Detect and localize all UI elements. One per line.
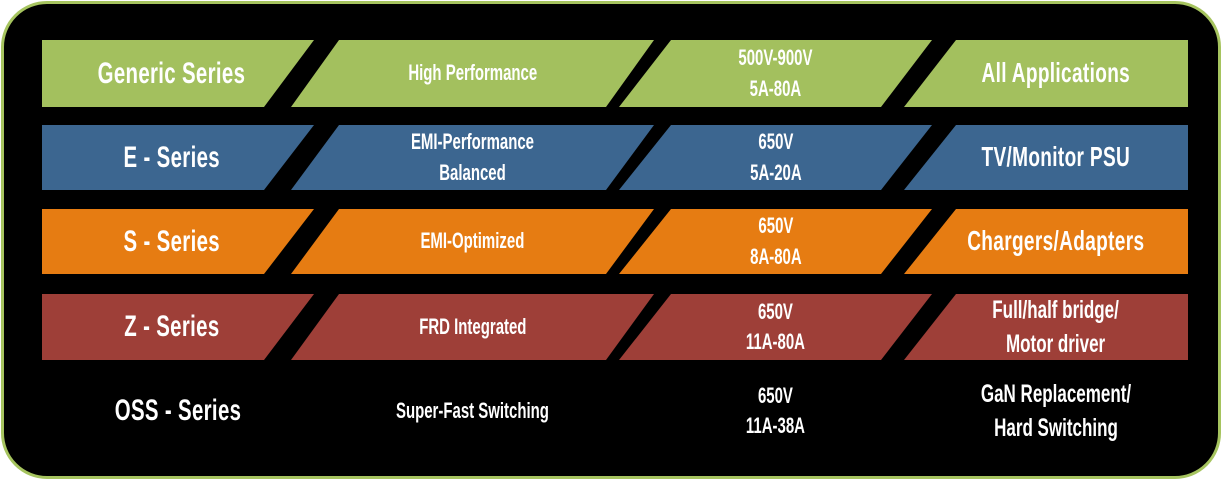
feature-line: High Performance xyxy=(408,60,537,86)
feature-line: Super-Fast Switching xyxy=(396,397,549,423)
applications-cell: GaN Replacement/ Hard Switching xyxy=(904,372,1188,450)
current-rating: 5A-80A xyxy=(749,75,802,101)
voltage-rating: 650V xyxy=(758,129,793,155)
feature-cell: Super-Fast Switching xyxy=(291,372,654,450)
applications-cell: TV/Monitor PSU xyxy=(904,125,1188,190)
series-name-label: OSS - Series xyxy=(114,394,242,428)
voltage-rating: 500V-900V xyxy=(738,45,813,71)
feature-cell: EMI-Optimized xyxy=(291,209,654,274)
current-rating: 11A-80A xyxy=(745,329,806,354)
ratings-cell: 650V 8A-80A xyxy=(619,209,932,274)
voltage-rating: 650V xyxy=(758,382,793,408)
feature-cell: EMI-Performance Balanced xyxy=(291,125,654,190)
current-rating: 11A-38A xyxy=(745,413,806,438)
feature-line: EMI-Optimized xyxy=(420,228,525,254)
application-line: Chargers/Adapters xyxy=(966,225,1145,257)
feature-line: Balanced xyxy=(439,159,506,185)
series-name-label: Generic Series xyxy=(98,56,246,90)
series-name-label: E - Series xyxy=(123,140,221,174)
current-rating: 8A-80A xyxy=(749,243,802,269)
series-name-cell: Z - Series xyxy=(42,294,314,360)
applications-cell: Full/half bridge/ Motor driver xyxy=(904,294,1188,360)
applications-cell: Chargers/Adapters xyxy=(904,209,1188,274)
series-row-generic: Generic Series High Performance 500V-900… xyxy=(4,40,1218,107)
ratings-cell: 650V 11A-38A xyxy=(619,372,932,450)
series-row-s: S - Series EMI-Optimized 650V 8A-80A Cha… xyxy=(4,209,1218,274)
series-name-cell: E - Series xyxy=(42,125,314,190)
series-row-e: E - Series EMI-Performance Balanced 650V… xyxy=(4,125,1218,190)
ratings-cell: 650V 11A-80A xyxy=(619,294,932,360)
series-name-label: S - Series xyxy=(123,224,221,258)
feature-cell: FRD Integrated xyxy=(291,294,654,360)
applications-cell: All Applications xyxy=(904,40,1188,107)
voltage-rating: 650V xyxy=(758,298,793,324)
ratings-cell: 500V-900V 5A-80A xyxy=(619,40,932,107)
series-row-oss: OSS - Series Super-Fast Switching 650V 1… xyxy=(4,372,1218,450)
feature-line: FRD Integrated xyxy=(418,313,527,339)
feature-cell: High Performance xyxy=(291,40,654,107)
application-line: Full/half bridge/ xyxy=(992,295,1119,324)
application-line: GaN Replacement/ xyxy=(980,379,1131,408)
series-name-label: Z - Series xyxy=(124,310,220,344)
application-line: Hard Switching xyxy=(993,414,1118,442)
series-name-cell: OSS - Series xyxy=(42,372,314,450)
application-line: Motor driver xyxy=(1005,330,1106,358)
series-row-z: Z - Series FRD Integrated 650V 11A-80A F… xyxy=(4,294,1218,360)
application-line: All Applications xyxy=(981,57,1130,89)
ratings-cell: 650V 5A-20A xyxy=(619,125,932,190)
application-line: TV/Monitor PSU xyxy=(981,141,1130,173)
feature-line: EMI-Performance xyxy=(410,129,535,155)
series-name-cell: Generic Series xyxy=(42,40,314,107)
voltage-rating: 650V xyxy=(758,213,793,239)
current-rating: 5A-20A xyxy=(749,159,802,185)
series-name-cell: S - Series xyxy=(42,209,314,274)
